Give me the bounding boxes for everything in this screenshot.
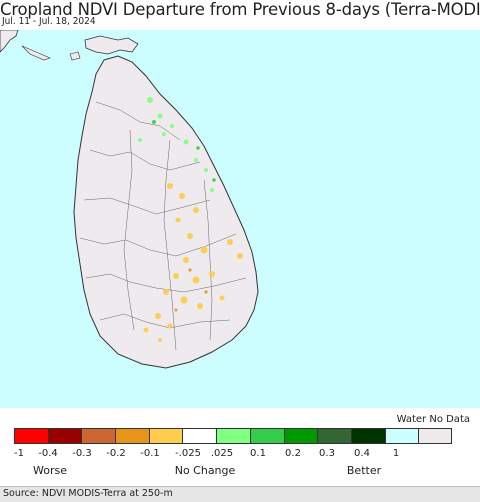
tick-label: -.025	[175, 448, 201, 459]
india-coast-strip	[21, 45, 51, 61]
swatch-nodata	[418, 428, 452, 444]
map-area	[0, 30, 480, 408]
swatch-9	[283, 428, 318, 444]
swatch-8	[249, 428, 284, 444]
ndvi-patches-moderate-negative	[174, 268, 208, 312]
tick-label: 1	[392, 448, 400, 459]
water-nodata-label: Water No Data	[396, 414, 470, 425]
swatch-3	[81, 428, 116, 444]
swatch-1	[14, 428, 48, 444]
map-title: Cropland NDVI Departure from Previous 8-…	[0, 0, 480, 19]
legend: Water No Data -1 -0.4 -0.3 -0.2 -0.1 -.0…	[0, 408, 480, 501]
jaffna-peninsula	[84, 35, 139, 55]
swatch-10	[317, 428, 351, 444]
tick-label: .025	[210, 448, 234, 459]
ndvi-patches-medium-green	[152, 120, 216, 182]
better-label: Better	[346, 464, 382, 477]
tick-label: 0.2	[285, 448, 301, 459]
swatch-4	[115, 428, 149, 444]
district-boundaries	[79, 101, 247, 351]
swatch-2	[47, 428, 82, 444]
tick-label: -0.3	[72, 448, 92, 459]
ndvi-patches-positive	[138, 97, 214, 192]
tick-label: -0.1	[140, 448, 160, 459]
source-bar: Source: NDVI MODIS-Terra at 250-m	[0, 486, 480, 502]
tick-label: -0.2	[106, 448, 126, 459]
swatch-11	[350, 428, 385, 444]
worse-label: Worse	[33, 464, 67, 477]
colorbar	[14, 428, 452, 444]
swatch-water	[384, 428, 419, 444]
swatch-7	[216, 428, 250, 444]
sri-lanka-map	[0, 30, 259, 369]
tick-label: -0.4	[38, 448, 58, 459]
tick-label: 0.4	[354, 448, 370, 459]
tick-label: 0.3	[319, 448, 335, 459]
swatch-6	[182, 428, 217, 444]
tick-label: -1	[14, 448, 24, 459]
no-change-label: No Change	[174, 464, 236, 477]
swatch-5	[148, 428, 183, 444]
island-1	[69, 51, 81, 61]
island-outline	[73, 55, 259, 369]
source-text: Source: NDVI MODIS-Terra at 250-m	[3, 488, 173, 499]
date-range: Jul. 11 - Jul. 18, 2024	[2, 16, 96, 27]
ndvi-patches-negative	[143, 183, 243, 342]
tick-label: 0.1	[250, 448, 266, 459]
india-coast	[0, 30, 19, 53]
